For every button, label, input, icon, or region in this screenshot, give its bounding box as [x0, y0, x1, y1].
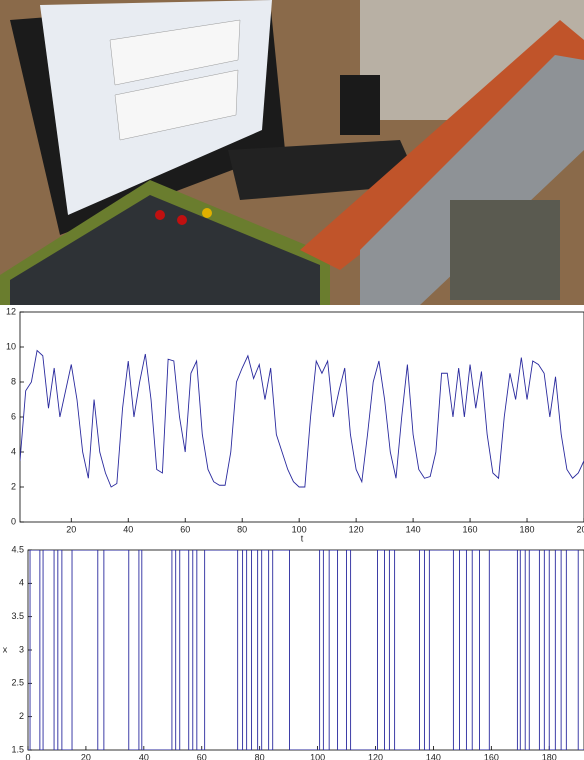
- x-tick-label: 120: [368, 752, 383, 760]
- y-tick-label: 12: [6, 306, 16, 316]
- x-tick-label: 160: [463, 524, 478, 534]
- y-tick-label: 0: [11, 516, 16, 526]
- terminal-red: [177, 215, 187, 225]
- x-tick-label: 20: [81, 752, 91, 760]
- terminal-red: [155, 210, 165, 220]
- terminal-yellow: [202, 208, 212, 218]
- x-tick-label: 120: [349, 524, 364, 534]
- x-tick-label: 100: [310, 752, 325, 760]
- y-tick-label: 2.5: [11, 678, 24, 688]
- y-tick-label: 2: [19, 711, 24, 721]
- y-tick-label: 1.5: [11, 744, 24, 754]
- x-tick-label: 20: [66, 524, 76, 534]
- chart: 0 20 40 60 80 100 120 140 160 180 1.5 2 2.5 3 3.5 4 4.5 x: [3, 544, 584, 760]
- x-tick-label: 60: [197, 752, 207, 760]
- chart: 20 40 60 80 100 120 140 160 180 200 0 2 4 6 8 10 12 t: [6, 306, 584, 543]
- y-tick-label: 3: [19, 644, 24, 654]
- y-tick-label: 10: [6, 341, 16, 351]
- y-tick-label: 4: [11, 446, 16, 456]
- x-tick-label: 100: [292, 524, 307, 534]
- x-tick-label: 0: [25, 752, 30, 760]
- x-tick-label: 180: [542, 752, 557, 760]
- x-tick-label: 80: [255, 752, 265, 760]
- power-strip: [340, 75, 380, 135]
- y-tick-label: 4: [19, 578, 24, 588]
- circuit-board: [450, 200, 560, 300]
- x-tick-label: 160: [484, 752, 499, 760]
- y-tick-label: 6: [11, 411, 16, 421]
- plot-area: [28, 550, 584, 750]
- x-tick-label: 140: [406, 524, 421, 534]
- x-tick-label: 200: [576, 524, 584, 534]
- x-tick-label: 60: [180, 524, 190, 534]
- y-axis-label: x: [3, 644, 8, 654]
- y-tick-label: 4.5: [11, 544, 24, 554]
- x-tick-label: 40: [139, 752, 149, 760]
- x-tick-label: 140: [426, 752, 441, 760]
- x-tick-label: 80: [237, 524, 247, 534]
- x-tick-label: 180: [520, 524, 535, 534]
- y-tick-label: 3.5: [11, 611, 24, 621]
- lab-photo: [0, 0, 584, 305]
- screenshot: 20 40 60 80 100 120 140 160 180 200 0 2 4 6 8 10 12 t 0 20 4…: [0, 0, 584, 760]
- y-tick-label: 8: [11, 376, 16, 386]
- plot-area: [20, 312, 584, 522]
- y-tick-label: 2: [11, 481, 16, 491]
- x-axis-label: t: [301, 533, 304, 543]
- x-tick-label: 40: [123, 524, 133, 534]
